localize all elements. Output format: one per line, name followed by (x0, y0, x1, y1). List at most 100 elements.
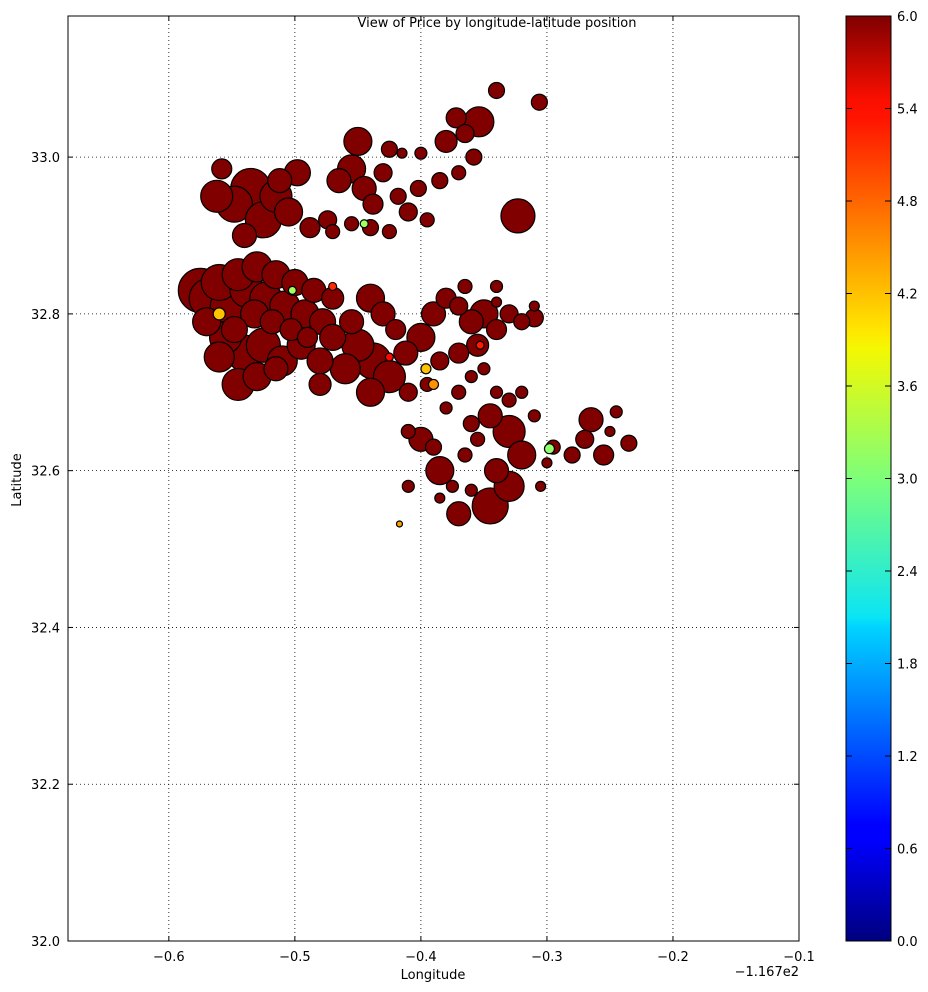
y-tick-label: 32.6 (31, 465, 60, 480)
scatter-point (462, 415, 480, 433)
scatter-point (211, 158, 233, 180)
scatter-point (563, 446, 581, 464)
scatter-point (515, 385, 529, 399)
plot-frame (67, 15, 800, 942)
scatter-point (389, 187, 407, 205)
scatter-point (355, 377, 386, 407)
scatter-point (609, 405, 623, 419)
colorbar-tick-label: 4.2 (897, 288, 918, 303)
scatter-point (325, 223, 341, 240)
scatter-point (414, 146, 428, 160)
scatter-point (489, 279, 504, 294)
scatter-point (393, 340, 419, 366)
colorbar-tick-label: 6.0 (897, 10, 918, 25)
scatter-point (385, 318, 407, 341)
scatter-point (409, 179, 427, 198)
scatter-point (604, 425, 616, 438)
y-axis-ticks: 32.0 32.2 32.4 32.6 32.8 33.0 (31, 151, 799, 950)
scatter-point (380, 140, 398, 158)
scatter-point (457, 447, 473, 463)
scatter-point (620, 434, 638, 452)
scatter-point (398, 382, 418, 402)
scatter-point (500, 198, 536, 234)
x-axis-ticks: −0.6 −0.5 −0.4 −0.3 −0.2 −0.1 (153, 16, 815, 965)
scatter-point (434, 129, 458, 154)
scatter-point (513, 313, 531, 331)
scatter-point (434, 492, 446, 504)
scatter-point (489, 385, 504, 399)
y-tick-label: 32.2 (31, 778, 60, 793)
scatter-point (306, 347, 334, 375)
scatter-point (401, 479, 415, 493)
scatter-point (329, 353, 361, 385)
scatter-point (359, 219, 369, 229)
scatter-point (273, 197, 304, 227)
scatter-point (449, 296, 469, 316)
x-tick-label: −0.6 (153, 950, 185, 965)
y-axis-label: Latitude (10, 453, 25, 507)
x-tick-label: −0.2 (657, 950, 689, 965)
scatter-point (267, 168, 293, 194)
scatter-point (308, 372, 332, 397)
colorbar (845, 15, 892, 942)
y-tick-label: 32.8 (31, 308, 60, 323)
x-tick-label: −0.5 (279, 950, 311, 965)
scatter-point (451, 384, 467, 400)
scatter-point (485, 318, 508, 341)
scatter-point (464, 369, 478, 384)
scatter-point (263, 356, 289, 382)
scatter-point (507, 440, 537, 470)
y-tick-label: 32.4 (31, 621, 60, 636)
scatter-point (430, 351, 450, 371)
scatter-point (487, 81, 506, 100)
scatter-point (343, 216, 360, 232)
scatter-point (200, 179, 234, 213)
scatter-point (395, 520, 404, 528)
scatter-point (319, 323, 347, 351)
scatter-point (326, 168, 352, 194)
scatter-point (212, 307, 226, 321)
y-tick-label: 32.0 (31, 935, 60, 950)
scatter-point (373, 163, 393, 183)
scatter-point (381, 223, 397, 240)
scatter-point (420, 363, 432, 375)
scatter-point (446, 501, 472, 527)
colorbar-tick-label: 0.6 (897, 843, 918, 858)
scatter-point (490, 296, 503, 308)
colorbar-tick-label: 2.4 (897, 565, 918, 580)
scatter-point (458, 309, 484, 335)
scatter-point (398, 202, 418, 222)
scatter-point (445, 107, 467, 129)
scatter-point (457, 278, 473, 295)
scatter-point (477, 362, 491, 376)
colorbar-tick-label: 1.2 (897, 750, 918, 765)
chart-title: View of Price by longitude-latitude posi… (357, 16, 636, 31)
scatter-point (420, 301, 447, 327)
scatter-point (543, 443, 556, 455)
scatter-point (448, 342, 470, 364)
scatter-points (177, 81, 638, 528)
scatter-point (296, 326, 319, 348)
scatter-point (445, 479, 460, 493)
colorbar-tick-label: 1.8 (897, 658, 918, 673)
x-tick-label: −0.3 (531, 950, 563, 965)
scatter-point (530, 93, 548, 111)
scatter-point (231, 222, 258, 249)
y-tick-label: 33.0 (31, 151, 60, 166)
scatter-point (501, 392, 517, 408)
colorbar-tick-label: 5.4 (897, 103, 918, 118)
scatter-point (425, 456, 455, 486)
scatter-point (328, 281, 338, 292)
scatter-point (384, 352, 394, 362)
scatter-point (578, 407, 604, 433)
scatter-point (499, 304, 519, 324)
scatter-point (541, 457, 553, 469)
scatter-point (535, 480, 547, 492)
x-axis-label: Longitude (401, 968, 466, 983)
scatter-point (419, 212, 435, 228)
scatter-point (427, 378, 440, 391)
scatter-point (451, 165, 467, 181)
scatter-point (439, 401, 453, 415)
scatter-point (593, 444, 615, 466)
